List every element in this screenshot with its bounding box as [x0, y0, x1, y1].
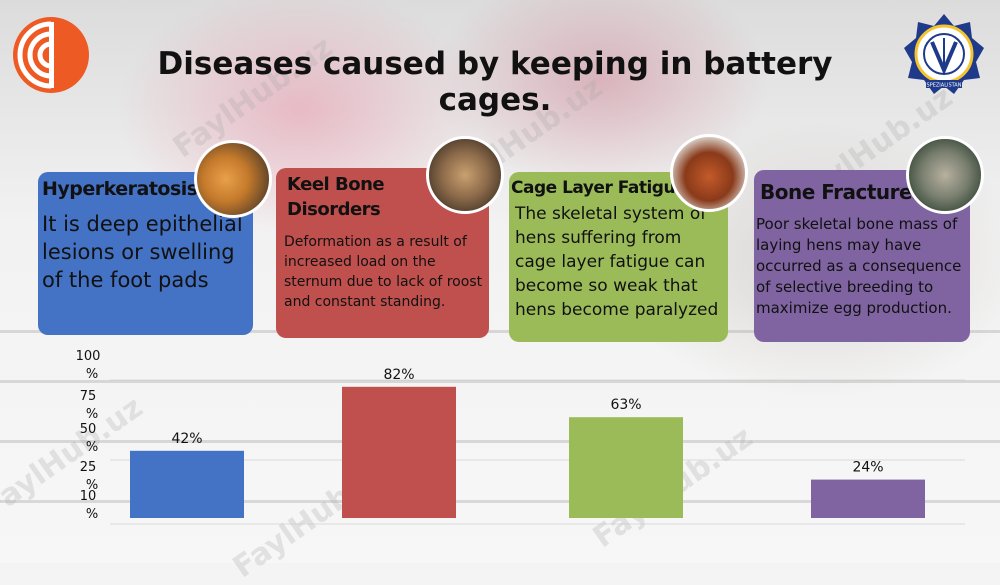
y-tick-label: 100%: [76, 349, 101, 382]
bar-2: [569, 417, 683, 518]
card-text: Poor skeletal bone mass of laying hens m…: [756, 215, 962, 317]
y-tick-label: 50%: [80, 422, 98, 455]
card-text: It is deep epithelial lesions or swellin…: [42, 212, 243, 292]
y-tick-label: 10%: [80, 489, 98, 522]
org-logo-icon: [13, 17, 89, 93]
vet-emblem-icon: SPEZIALISTAN: [904, 14, 984, 94]
bar-value-label: 24%: [852, 460, 883, 476]
bar-chart: 100 % 75 %50 % 25 %10% 42% 82% 63% 24%: [76, 349, 965, 525]
bar-value-label: 42%: [171, 431, 202, 447]
card-hyperkeratosis: Hyperkeratosis It is deep epithelial les…: [38, 172, 253, 335]
emblem-text: SPEZIALISTAN: [927, 83, 962, 89]
bar-0: [130, 450, 244, 518]
card-heading: Keel Bone Disorders: [287, 174, 385, 220]
card-heading: Bone Fractures: [760, 180, 924, 204]
bar-1: [342, 386, 456, 518]
card-text: Deformation as a result of increased loa…: [284, 234, 483, 310]
hen-photo: [670, 134, 748, 212]
card-text: The skeletal system of hens suffering fr…: [515, 204, 719, 320]
slide-title: Diseases caused by keeping in battery ca…: [157, 46, 833, 118]
keel-bone-photo: [426, 136, 504, 214]
y-tick-label: 25%: [80, 460, 98, 493]
bar-value-label: 82%: [383, 367, 414, 383]
card-heading: Hyperkeratosis: [42, 178, 198, 200]
bar-value-label: 63%: [610, 397, 641, 413]
foot-pad-photo: [194, 140, 272, 218]
bar-3: [811, 479, 925, 518]
card-heading: Cage Layer Fatigue: [511, 178, 687, 198]
y-tick-label: 75%: [80, 389, 98, 422]
bone-fracture-photo: [906, 136, 984, 214]
